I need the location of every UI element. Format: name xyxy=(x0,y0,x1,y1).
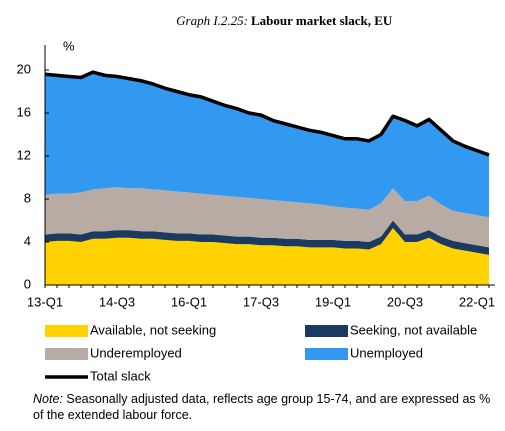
chart-title: Labour market slack, EU xyxy=(251,13,393,28)
x-tick-label: 19-Q1 xyxy=(315,294,351,309)
y-tick-label: 8 xyxy=(24,190,31,205)
y-tick-label: 12 xyxy=(17,147,31,162)
legend-swatch xyxy=(305,348,348,360)
y-tick-label: 0 xyxy=(24,276,31,291)
note: Note: Seasonally adjusted data, reflects… xyxy=(33,391,493,423)
note-text: Seasonally adjusted data, reflects age g… xyxy=(33,392,491,422)
x-tick-label: 13-Q1 xyxy=(27,294,63,309)
legend-swatch xyxy=(305,325,348,337)
x-tick-label: 22-Q1 xyxy=(459,294,495,309)
total-line xyxy=(44,70,490,157)
legend-label: Underemployed xyxy=(90,345,182,360)
x-tick-label: 17-Q3 xyxy=(243,294,279,309)
x-tick-label: 14-Q3 xyxy=(99,294,135,309)
legend-label: Total slack xyxy=(90,368,151,383)
x-tick-label: 20-Q3 xyxy=(387,294,423,309)
y-unit: % xyxy=(63,38,75,53)
note-label: Note: xyxy=(33,392,63,406)
legend-label: Unemployed xyxy=(350,345,423,360)
title-label: Graph I.2.25: xyxy=(176,13,248,28)
y-tick-label: 20 xyxy=(17,61,31,76)
x-tick-label: 16-Q1 xyxy=(171,294,207,309)
area xyxy=(45,228,489,285)
legend-label: Available, not seeking xyxy=(90,322,216,337)
area xyxy=(45,187,489,248)
y-tick-label: 16 xyxy=(17,104,31,119)
y-tick-label: 4 xyxy=(24,233,31,248)
legend-swatch xyxy=(45,348,88,360)
legend-label: Seeking, not available xyxy=(350,322,477,337)
legend-swatch xyxy=(45,325,88,337)
area xyxy=(45,72,489,218)
